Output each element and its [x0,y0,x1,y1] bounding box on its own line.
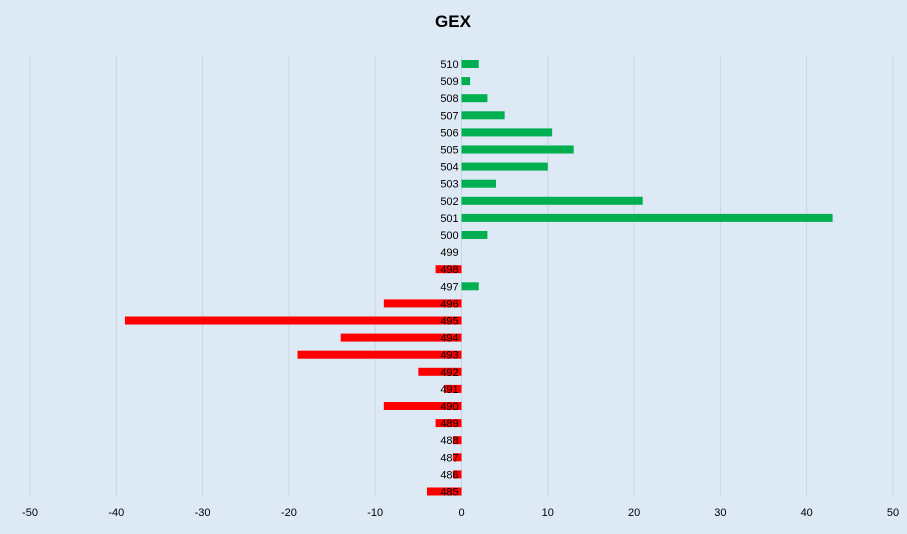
bar [297,350,462,359]
category-label: 486 [440,469,458,481]
x-tick-label: 0 [458,507,464,519]
grid-lines [29,55,894,497]
bar [452,436,462,445]
bar [461,282,479,291]
x-tick-label: 20 [628,507,640,519]
x-tick-label: 30 [714,507,726,519]
x-tick-label: 10 [542,507,554,519]
bar [435,265,462,274]
bar [340,333,462,342]
bar [461,145,574,154]
x-axis-tick-labels: -50 -40 -30 -20 -10 0 10 20 30 40 50 [22,507,899,519]
bar [461,179,497,188]
bar [444,384,462,393]
category-label: 494 [440,333,458,345]
x-tick-label: 50 [887,507,899,519]
x-tick-label: -20 [281,507,297,519]
category-label: 505 [440,145,458,157]
category-label: 490 [440,401,458,413]
bar [461,231,488,239]
category-label: 509 [440,76,458,88]
category-label: 501 [440,213,458,225]
category-label: 498 [440,264,458,276]
bar [418,367,462,376]
category-labels: 510 509 508 507 506 505 504 503 502 501 500 499 498 4… [440,59,458,499]
bar [426,487,462,496]
chart-title: GEX [435,12,472,31]
category-label: 510 [440,59,458,71]
bar [383,299,462,308]
category-label: 506 [440,127,458,139]
category-label: 492 [440,367,458,379]
bar [124,316,462,325]
bar [435,419,462,428]
bar [461,94,488,103]
x-tick-label: -40 [108,507,124,519]
category-label: 499 [440,247,458,259]
category-label: 493 [440,350,458,362]
category-label: 491 [440,384,458,396]
category-label: 503 [440,179,458,191]
bar [461,196,643,205]
bar [461,77,471,86]
bar [383,402,462,410]
category-label: 488 [440,435,458,447]
bar [452,470,462,479]
x-tick-label: -30 [195,507,211,519]
bars [124,60,833,496]
category-label: 489 [440,418,458,430]
bar [461,128,553,137]
category-label: 487 [440,452,458,464]
category-label: 485 [440,487,458,499]
category-label: 502 [440,196,458,208]
category-label: 497 [440,281,458,293]
category-label: 500 [440,230,458,242]
bar [461,60,479,68]
category-label: 495 [440,316,458,328]
category-label: 508 [440,93,458,105]
x-tick-label: 40 [801,507,813,519]
bar [461,162,548,171]
bar [461,213,833,222]
bar [461,111,505,120]
category-label: 496 [440,298,458,310]
bar [452,453,462,462]
category-label: 507 [440,110,458,122]
x-tick-label: -50 [22,507,38,519]
category-label: 504 [440,162,458,174]
x-tick-label: -10 [367,507,383,519]
